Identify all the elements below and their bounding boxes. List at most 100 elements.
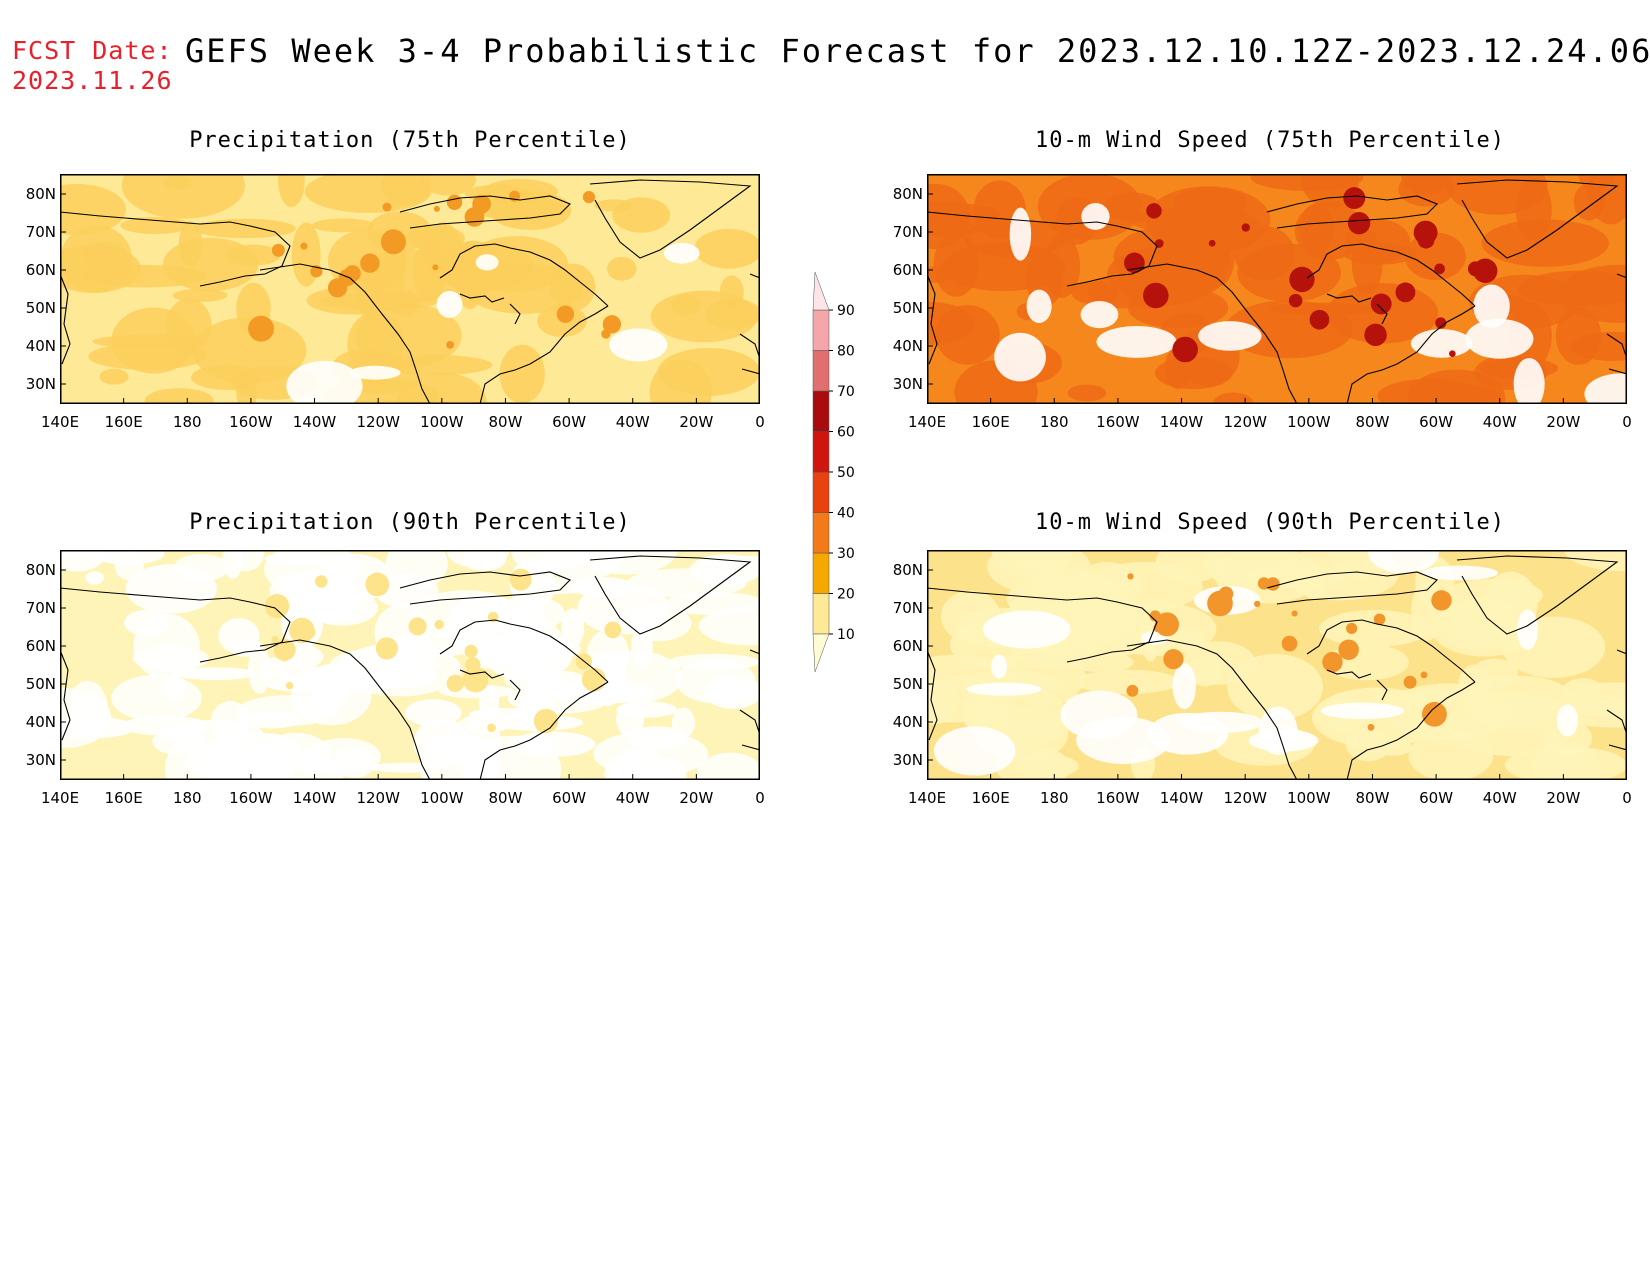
fcst-date-value: 2023.11.26 [12,66,173,95]
x-axis-ticks-wind90: 140E 160E 180 160W 140W 120W 100W 80W 60W 40W 20W 0 [908,789,1632,807]
x-tick-label: 140W [1160,789,1204,807]
x-tick-label: 120W [356,413,400,431]
legend-level-label: 90 [837,303,855,319]
map-panel-precip90 [60,550,760,780]
legend-swatch [812,512,830,554]
y-tick-label: 80N [26,185,56,203]
legend-level-label: 50 [837,465,855,481]
x-tick-label: 60W [552,789,586,807]
y-tick-label: 40N [26,713,56,731]
map-panel-wind75 [927,174,1627,404]
x-tick-label: 100W [1287,789,1331,807]
legend-swatch [812,309,830,351]
legend-level-label: 40 [837,506,855,522]
x-tick-label: 160E [105,413,143,431]
x-tick-label: 80W [1355,789,1389,807]
legend-swatch [812,431,830,473]
legend-swatch [812,593,830,635]
color-legend: 10 20 30 40 50 60 70 80 90 [812,271,855,673]
panel-title-wind90: 10-m Wind Speed (90th Percentile) [1034,510,1506,535]
y-tick-label: 50N [893,675,923,693]
x-tick-label: 100W [420,413,464,431]
x-tick-label: 20W [1546,789,1580,807]
x-tick-label: 20W [679,413,713,431]
map-field-wind90 [927,550,1627,780]
map-field-wind75 [927,174,1627,404]
y-tick-label: 40N [893,337,923,355]
legend-swatch [812,271,830,311]
x-tick-label: 180 [1040,413,1069,431]
legend-swatch [812,552,830,594]
x-tick-label: 40W [616,413,650,431]
x-tick-label: 160W [1096,789,1140,807]
map-panel-wind90 [927,550,1627,780]
legend-swatch [812,633,830,673]
y-tick-label: 80N [893,185,923,203]
legend-level-label: 60 [837,425,855,441]
x-tick-label: 20W [1546,413,1580,431]
x-tick-label: 160E [972,413,1010,431]
x-tick-label: 60W [1419,413,1453,431]
x-tick-label: 180 [173,789,202,807]
page-title: GEFS Week 3-4 Probabilistic Forecast for… [185,32,1650,70]
x-tick-label: 140W [293,789,337,807]
y-tick-label: 70N [893,223,923,241]
y-tick-label: 80N [893,561,923,579]
legend-swatch [812,390,830,432]
x-tick-label: 160W [229,789,273,807]
x-tick-label: 120W [1223,789,1267,807]
y-tick-label: 60N [893,637,923,655]
y-axis-ticks-wind75: 80N 70N 60N 50N 40N 30N [893,185,923,393]
x-tick-label: 60W [552,413,586,431]
y-tick-label: 60N [26,637,56,655]
x-tick-label: 100W [1287,413,1331,431]
legend-level-label: 10 [837,627,855,643]
panel-title-precip75: Precipitation (75th Percentile) [189,128,631,153]
y-tick-label: 80N [26,561,56,579]
y-tick-label: 40N [26,337,56,355]
x-tick-label: 0 [755,413,765,431]
y-tick-label: 60N [26,261,56,279]
x-axis-ticks-wind75: 140E 160E 180 160W 140W 120W 100W 80W 60W 40W 20W 0 [908,413,1632,431]
map-field-precip75 [60,174,760,404]
x-tick-label: 20W [679,789,713,807]
x-tick-label: 160W [229,413,273,431]
panel-title-wind75: 10-m Wind Speed (75th Percentile) [1034,128,1506,153]
x-tick-label: 140W [293,413,337,431]
x-tick-label: 60W [1419,789,1453,807]
y-tick-label: 30N [26,375,56,393]
legend-level-label: 30 [837,546,855,562]
x-tick-label: 140E [908,789,946,807]
x-tick-label: 0 [1622,789,1632,807]
x-tick-label: 160W [1096,413,1140,431]
x-tick-label: 80W [1355,413,1389,431]
x-tick-label: 100W [420,789,464,807]
y-tick-label: 60N [893,261,923,279]
legend-level-label: 80 [837,344,855,360]
panel-title-precip90: Precipitation (90th Percentile) [189,510,631,535]
x-tick-label: 140E [41,413,79,431]
y-tick-label: 30N [893,751,923,769]
y-tick-label: 70N [26,599,56,617]
x-tick-label: 80W [488,413,522,431]
y-axis-ticks-precip75: 80N 70N 60N 50N 40N 30N [26,185,56,393]
x-axis-ticks-precip90: 140E 160E 180 160W 140W 120W 100W 80W 60W 40W 20W 0 [41,789,765,807]
fcst-date-label: FCST Date: [12,36,173,65]
y-tick-label: 30N [893,375,923,393]
legend-level-label: 20 [837,587,855,603]
y-tick-label: 40N [893,713,923,731]
x-tick-label: 40W [1483,789,1517,807]
x-tick-label: 80W [488,789,522,807]
legend-level-label: 70 [837,384,855,400]
x-tick-label: 0 [755,789,765,807]
x-tick-label: 120W [356,789,400,807]
x-tick-label: 160E [105,789,143,807]
x-tick-label: 140E [41,789,79,807]
x-axis-ticks-precip75: 140E 160E 180 160W 140W 120W 100W 80W 60W 40W 20W 0 [41,413,765,431]
y-tick-label: 30N [26,751,56,769]
x-tick-label: 180 [1040,789,1069,807]
x-tick-label: 160E [972,789,1010,807]
x-tick-label: 180 [173,413,202,431]
x-tick-label: 120W [1223,413,1267,431]
y-tick-label: 70N [893,599,923,617]
